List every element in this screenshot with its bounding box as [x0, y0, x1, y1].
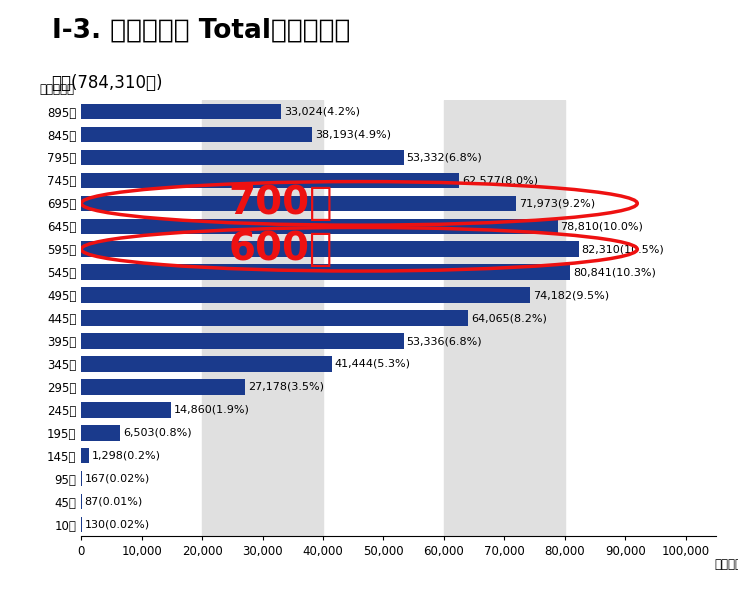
Text: I-3. 公開テスト Totalスコア分布: I-3. 公開テスト Totalスコア分布 [52, 18, 350, 44]
Bar [444, 100, 565, 536]
Text: 33,024(4.2%): 33,024(4.2%) [284, 107, 360, 117]
Bar [202, 100, 323, 536]
Text: 53,332(6.8%): 53,332(6.8%) [407, 153, 483, 163]
Text: 27,178(3.5%): 27,178(3.5%) [249, 382, 325, 392]
Bar [81, 104, 280, 120]
Bar [81, 379, 246, 395]
Bar [81, 264, 570, 280]
Bar [81, 517, 82, 532]
Bar [81, 333, 404, 349]
Text: 130(0.02%): 130(0.02%) [85, 519, 150, 530]
Text: 64,065(8.2%): 64,065(8.2%) [472, 313, 548, 323]
Text: 38,193(4.9%): 38,193(4.9%) [315, 130, 391, 140]
Bar [81, 356, 331, 372]
Text: 700点: 700点 [228, 184, 333, 223]
Bar [81, 402, 171, 418]
Text: 74,182(9.5%): 74,182(9.5%) [533, 290, 609, 300]
Bar [81, 127, 312, 143]
Text: 1,298(0.2%): 1,298(0.2%) [92, 451, 161, 461]
Text: 41,444(5.3%): 41,444(5.3%) [335, 359, 411, 369]
Bar [81, 471, 82, 487]
Text: 71,973(9.2%): 71,973(9.2%) [520, 198, 596, 209]
Bar [81, 219, 557, 234]
Text: 53,336(6.8%): 53,336(6.8%) [407, 336, 482, 346]
Bar [81, 425, 120, 441]
Text: 600点: 600点 [229, 230, 333, 268]
Text: 87(0.01%): 87(0.01%) [85, 497, 143, 507]
Bar [81, 173, 460, 188]
Bar [81, 310, 469, 326]
Bar [81, 241, 579, 257]
Text: 78,810(10.0%): 78,810(10.0%) [561, 221, 644, 231]
Text: 全体(784,310人): 全体(784,310人) [52, 74, 163, 92]
Text: 14,860(1.9%): 14,860(1.9%) [174, 405, 250, 415]
X-axis label: （人数）: （人数） [714, 558, 738, 571]
Text: 6,503(0.8%): 6,503(0.8%) [123, 428, 192, 438]
Text: （スコア）: （スコア） [40, 83, 75, 96]
Bar [81, 150, 404, 166]
Text: 82,310(10.5%): 82,310(10.5%) [582, 244, 664, 254]
Bar [81, 287, 530, 303]
Text: 80,841(10.3%): 80,841(10.3%) [573, 267, 656, 277]
Text: 62,577(8.0%): 62,577(8.0%) [463, 176, 539, 186]
Text: 167(0.02%): 167(0.02%) [85, 474, 151, 484]
Bar [81, 448, 89, 464]
Bar [81, 196, 516, 211]
